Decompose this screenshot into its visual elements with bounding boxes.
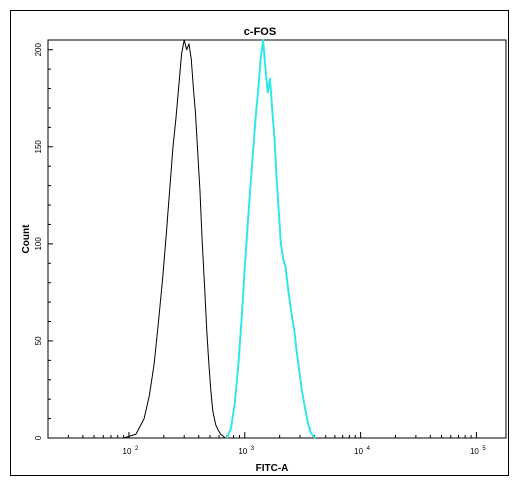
x-tick-exponent: 3 — [251, 446, 255, 452]
y-axis-label: Count — [21, 224, 32, 254]
y-axis: 0 50 100 150 200 — [34, 42, 53, 440]
x-axis-label: FITC-A — [256, 463, 289, 474]
series-group — [123, 39, 317, 439]
x-tick-label: 10 — [470, 447, 479, 456]
plot-area-border — [47, 39, 507, 439]
x-tick-exponent: 4 — [367, 446, 371, 452]
y-tick-label: 0 — [34, 435, 43, 440]
y-tick-label: 100 — [34, 237, 43, 251]
histogram-series-line — [225, 39, 317, 439]
plot-frame — [10, 10, 509, 476]
y-tick-label: 150 — [34, 140, 43, 154]
chart-title: c-FOS — [244, 26, 276, 38]
y-tick-label: 200 — [34, 42, 43, 56]
x-tick-label: 10 — [238, 447, 247, 456]
x-tick-label: 10 — [354, 447, 363, 456]
x-tick-exponent: 5 — [482, 446, 486, 452]
histogram-series-line — [123, 39, 227, 439]
x-axis: 10 2 10 3 10 4 10 5 — [47, 432, 486, 456]
x-tick-exponent: 2 — [135, 446, 139, 452]
y-tick-label: 50 — [34, 336, 43, 345]
x-tick-label: 10 — [123, 447, 132, 456]
